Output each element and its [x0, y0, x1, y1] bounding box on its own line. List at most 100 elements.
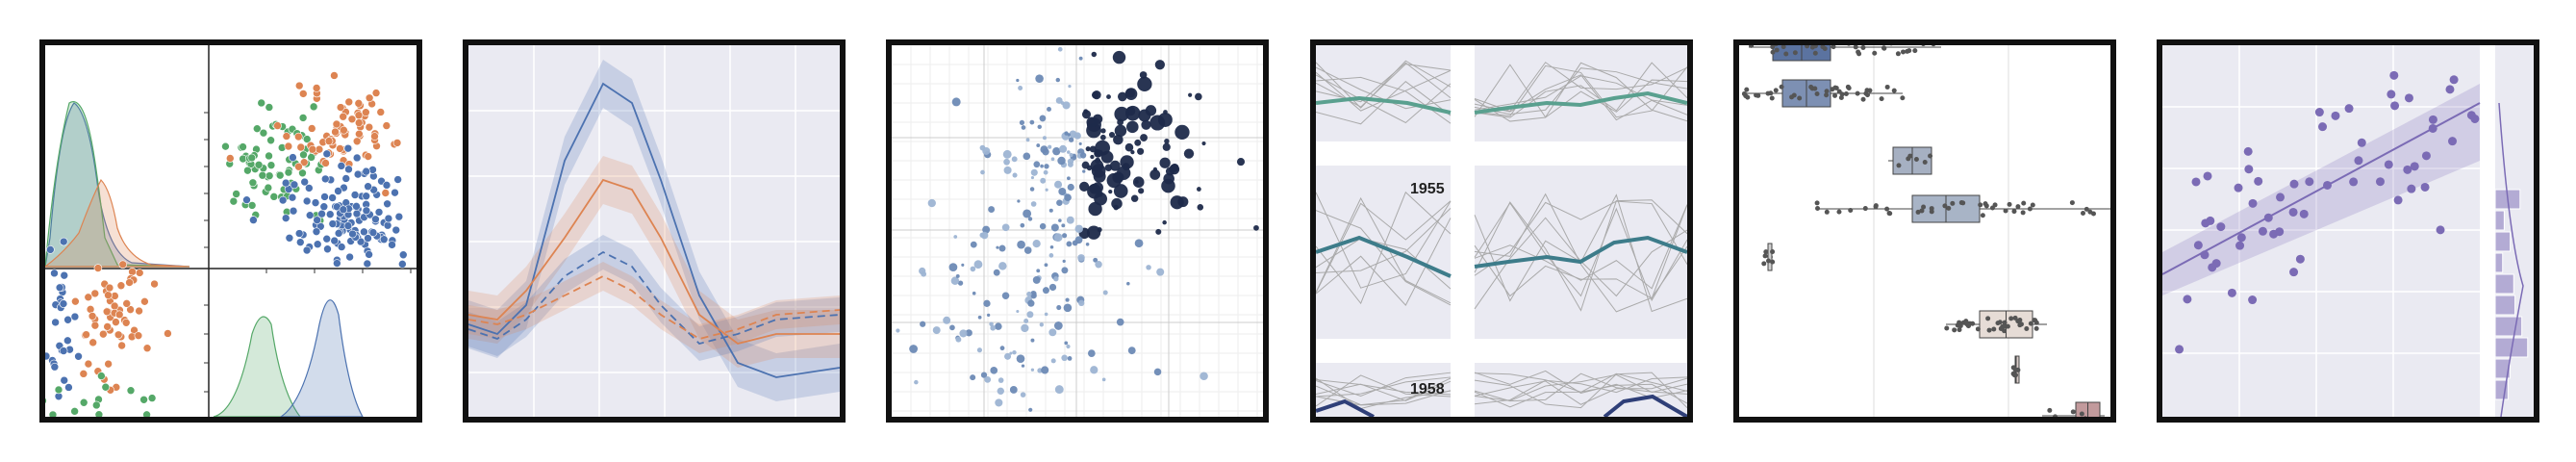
strip-point	[1867, 88, 1873, 93]
scatter-point	[269, 192, 279, 201]
strip-point	[2015, 367, 2021, 372]
bubble-point	[896, 328, 900, 333]
scatter-point	[258, 170, 267, 180]
scatter-point	[70, 407, 79, 416]
scatter-point	[122, 299, 132, 308]
scatter-point	[289, 153, 297, 162]
scatter-point	[248, 178, 258, 188]
strip-point	[2030, 202, 2035, 208]
scatter-point	[259, 128, 268, 138]
highlight-line	[1474, 235, 1687, 269]
strip-point	[1792, 50, 1798, 56]
strip-point	[1950, 200, 1956, 206]
scatter-point	[353, 169, 363, 179]
scatter-point	[2234, 183, 2243, 192]
scatter-point	[294, 81, 304, 90]
background-line	[1474, 199, 1687, 312]
scatter-point	[110, 301, 119, 311]
scatter-point	[323, 244, 332, 254]
strip-point	[1744, 87, 1750, 92]
bubble-point	[1089, 145, 1097, 153]
scatter-point	[45, 351, 51, 361]
bubble-point	[1032, 276, 1041, 284]
scatter-point	[294, 132, 303, 141]
bubble-point	[1088, 201, 1102, 217]
highlight-line	[1316, 235, 1452, 278]
strip-point	[1765, 258, 1771, 264]
strip-point	[1808, 84, 1814, 90]
strip-point	[1891, 88, 1897, 93]
confidence-band	[468, 60, 840, 401]
bubble-point	[1058, 218, 1062, 222]
bubble-point	[1002, 149, 1012, 159]
bubble-point	[1025, 138, 1030, 142]
scatter-point	[265, 151, 273, 161]
strip-point	[2011, 209, 2017, 215]
bubble-point	[1126, 120, 1139, 134]
scatter-point	[50, 269, 59, 278]
bubble-point	[995, 322, 1002, 330]
bubble-point	[1039, 222, 1047, 230]
bubble-point	[955, 336, 962, 343]
strip-point	[1836, 89, 1842, 94]
bubble-point	[1111, 197, 1123, 210]
strip-point	[2017, 322, 2023, 328]
strip-point	[1749, 45, 1755, 48]
background-line	[1316, 81, 1452, 125]
scatter-point	[2407, 184, 2416, 193]
strip-point	[1815, 205, 1821, 211]
strip-point	[1774, 47, 1780, 53]
scatter-point	[2445, 85, 2455, 94]
strip-point	[2003, 208, 2008, 214]
bubble-point	[1165, 167, 1174, 176]
strip-point	[1922, 160, 1928, 166]
bubble-point	[1152, 167, 1158, 171]
bubble-point	[1067, 356, 1073, 361]
scatter-point	[391, 225, 401, 235]
kde-curve	[279, 299, 364, 417]
scatter-point	[344, 97, 354, 107]
bubble-point	[1126, 281, 1130, 286]
scatter-point	[265, 171, 274, 180]
bubble-point	[949, 324, 955, 331]
bubble-point	[1060, 101, 1065, 105]
strip-point	[1820, 45, 1826, 50]
bubble-point	[1056, 199, 1063, 206]
scatter-point	[2449, 75, 2459, 85]
bubble-point	[1045, 188, 1048, 192]
bubble-point	[1050, 358, 1056, 364]
bubble-point	[1077, 254, 1085, 262]
strip-point	[1952, 327, 1957, 333]
strip-point	[1846, 85, 1852, 90]
panel-regression	[2157, 39, 2539, 423]
scatter-point	[2404, 93, 2413, 103]
strip-point	[1831, 45, 1836, 50]
strip-point	[1762, 253, 1768, 259]
bubble-point	[1044, 263, 1048, 268]
bubble-point	[1114, 124, 1127, 138]
background-line	[1474, 377, 1687, 405]
bubble-point	[961, 263, 965, 267]
scatter-point	[117, 341, 126, 350]
bubble-point	[1127, 346, 1136, 355]
histogram-bar	[2494, 358, 2511, 379]
strip-point	[2080, 211, 2085, 217]
bubble-point	[1195, 92, 1202, 101]
strip-point	[1814, 200, 1820, 206]
strip-point	[1913, 157, 1919, 163]
scatter-point	[99, 329, 108, 339]
bubble-point	[1188, 92, 1193, 97]
bubble-point	[1085, 242, 1090, 246]
strip-point	[2005, 323, 2010, 329]
bubble-point	[1065, 297, 1070, 302]
background-line	[1474, 372, 1687, 409]
bubble-point	[959, 329, 968, 338]
scatter-point	[48, 410, 58, 417]
scatter-point	[2305, 177, 2314, 187]
boxplot-figure	[1741, 45, 2110, 417]
scatter-point	[118, 260, 128, 270]
scatter-point	[285, 233, 294, 243]
bubble-point	[1064, 341, 1069, 346]
strip-point	[1895, 51, 1901, 57]
scatter-point	[333, 259, 341, 268]
